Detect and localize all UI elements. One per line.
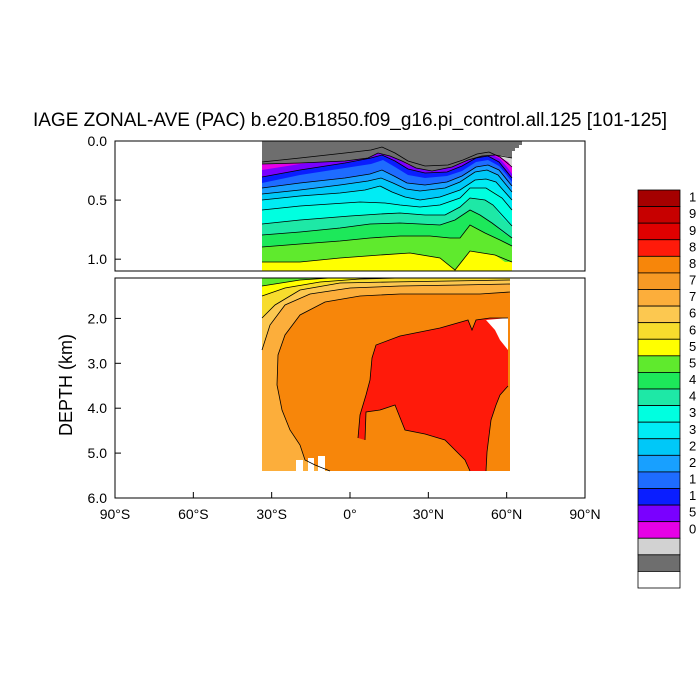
colorbar-label: 9 <box>689 223 696 238</box>
colorbar-label: 3 <box>689 422 696 437</box>
chart-title: IAGE ZONAL-AVE (PAC) b.e20.B1850.f09_g16… <box>32 110 668 131</box>
x-tick-label: 60°S <box>178 506 209 522</box>
colorbar-label: 2 <box>689 455 696 470</box>
colorbar-swatch <box>637 438 681 456</box>
colorbar-swatch <box>637 338 681 357</box>
colorbar-label: 6 <box>689 306 696 321</box>
x-tick-label: 60°N <box>491 506 522 522</box>
colorbar-label: 6 <box>689 322 696 337</box>
colorbar-label: 5 <box>689 339 696 354</box>
colorbar-swatch <box>637 255 681 274</box>
colorbar-label: 3 <box>689 405 696 420</box>
colorbar-label: 1 <box>689 190 696 205</box>
colorbar-swatch <box>637 322 681 340</box>
colorbar-swatch <box>637 421 681 440</box>
colorbar-label: 0 <box>689 521 696 536</box>
x-tick-label: 30°S <box>256 506 287 522</box>
y-tick-label: 3.0 <box>88 355 108 371</box>
colorbar-swatch <box>637 222 681 241</box>
colorbar-swatch <box>637 388 681 406</box>
y-tick-label: 0.0 <box>88 133 108 149</box>
y-tick-label: 1.0 <box>88 251 108 267</box>
colorbar-swatch <box>637 189 681 207</box>
colorbar-swatch <box>637 372 681 390</box>
colorbar-swatch <box>637 571 681 589</box>
colorbar-label: 1 <box>689 472 696 487</box>
colorbar-label: 8 <box>689 256 696 271</box>
lower-depth-panel <box>261 278 511 498</box>
colorbar-swatch <box>637 554 681 572</box>
colorbar-label: 2 <box>689 438 696 453</box>
colorbar-label: 7 <box>689 289 696 304</box>
y-axis-label: DEPTH (km) <box>56 334 76 436</box>
colorbar-swatch <box>637 355 681 373</box>
colorbar-swatch <box>637 305 681 324</box>
colorbar-label: 9 <box>689 206 696 221</box>
x-tick-label: 30°N <box>413 506 444 522</box>
x-tick-label: 90°S <box>100 506 131 522</box>
colorbar-label: 4 <box>689 372 696 387</box>
y-tick-label: 0.5 <box>88 192 108 208</box>
colorbar-label: 1 <box>689 488 696 503</box>
colorbar-swatch <box>637 239 681 257</box>
colorbar-swatch <box>637 454 681 473</box>
x-tick-label: 90°N <box>569 506 600 522</box>
colorbar-label: 7 <box>689 273 696 288</box>
colorbar-swatch <box>637 488 681 506</box>
colorbar-label: 5 <box>689 355 696 370</box>
colorbar-label: 4 <box>689 389 696 404</box>
colorbar-swatch <box>637 272 681 290</box>
colorbar-swatch <box>637 521 681 539</box>
upper-panel-frame <box>114 140 586 272</box>
colorbar-swatch <box>637 471 681 489</box>
x-tick-label: 0° <box>343 506 356 522</box>
upper-depth-panel <box>261 141 522 271</box>
colorbar-label: 8 <box>689 239 696 254</box>
colorbar-swatch <box>637 289 681 307</box>
y-tick-label: 5.0 <box>88 445 108 461</box>
colorbar-swatch <box>637 206 681 224</box>
y-tick-label: 4.0 <box>88 400 108 416</box>
colorbar-label: 5 <box>689 505 696 520</box>
colorbar-swatch <box>637 504 681 523</box>
y-tick-label: 2.0 <box>88 310 108 326</box>
y-tick-label: 6.0 <box>88 490 108 506</box>
colorbar-swatch <box>637 405 681 423</box>
colorbar-swatch <box>637 537 681 556</box>
